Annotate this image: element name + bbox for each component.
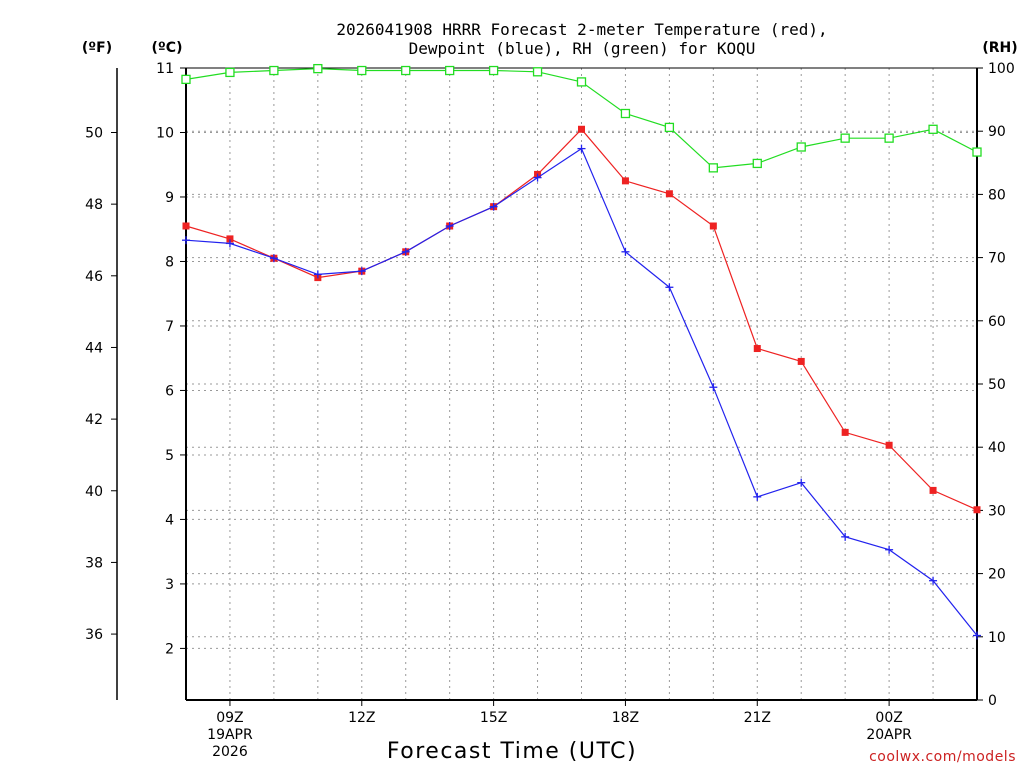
dewpoint-point (709, 383, 718, 392)
temperature-point (578, 125, 585, 133)
temperature-point (929, 486, 937, 494)
rh-point (445, 65, 455, 76)
chart-title-line-1: 2026041908 HRRR Forecast 2-meter Tempera… (336, 20, 827, 39)
fahrenheit-unit-label: (ºF) (82, 40, 112, 56)
x-tick-label: 12Z (348, 710, 375, 726)
fahrenheit-tick-label: 40 (85, 484, 103, 500)
rh-point (181, 74, 191, 85)
dewpoint-point (401, 247, 410, 256)
temperature-point (753, 345, 761, 353)
rh-tick-label: 0 (988, 693, 997, 709)
x-tick-label: 00Z (875, 710, 902, 726)
dewpoint-point (357, 267, 366, 276)
rh-point (313, 63, 323, 74)
fahrenheit-tick-label: 42 (85, 412, 103, 428)
x-tick-label: 21Z (744, 710, 771, 726)
dewpoint-point (577, 144, 586, 153)
dewpoint-point (665, 283, 674, 292)
celsius-tick-label: 2 (165, 641, 174, 657)
data-series (181, 63, 982, 640)
rh-tick-label: 80 (988, 187, 1006, 203)
rh-tick-label: 100 (988, 61, 1015, 77)
temperature-point (182, 222, 190, 230)
rh-point (488, 65, 499, 76)
rh-point (401, 65, 411, 76)
rh-point (840, 133, 850, 143)
celsius-tick-label: 8 (165, 254, 174, 270)
dewpoint-point (753, 492, 762, 501)
dewpoint-point (225, 239, 234, 248)
grid-lines (186, 67, 977, 700)
celsius-tick-label: 3 (165, 577, 174, 593)
temperature-point (665, 190, 673, 198)
dewpoint-point (841, 532, 850, 541)
rh-tick-label: 90 (988, 124, 1006, 140)
credit-text: coolwx.com/models (869, 749, 1016, 765)
celsius-tick-label: 6 (165, 383, 174, 399)
rh-tick-label: 70 (988, 251, 1006, 267)
x-axis-label: Forecast Time (UTC) (387, 739, 637, 764)
celsius-tick-label: 4 (165, 512, 174, 528)
celsius-unit-label: (ºC) (152, 40, 183, 56)
dewpoint-point (533, 173, 542, 182)
rh-point (225, 67, 235, 78)
dewpoint-point (973, 631, 981, 640)
x-tick-label: 09Z (216, 710, 243, 726)
temperature-point (973, 506, 981, 514)
fahrenheit-tick-label: 36 (85, 627, 103, 643)
temperature-point (797, 357, 805, 365)
rh-point (664, 122, 675, 133)
dewpoint-point (489, 202, 498, 211)
celsius-tick-label: 7 (165, 319, 174, 335)
rh-tick-label: 40 (988, 440, 1006, 456)
dewpoint-point (313, 270, 322, 279)
rh-point (532, 67, 543, 77)
celsius-tick-label: 5 (165, 448, 174, 464)
x-tick-label: 15Z (480, 710, 507, 726)
celsius-tick-label: 11 (156, 61, 174, 77)
fahrenheit-tick-label: 38 (85, 555, 103, 571)
rh-point (708, 163, 718, 173)
rh-tick-label: 20 (988, 567, 1006, 583)
fahrenheit-tick-label: 44 (85, 340, 103, 356)
fahrenheit-tick-label: 50 (85, 125, 103, 141)
dewpoint-point (885, 545, 894, 554)
rh-tick-label: 60 (988, 314, 1006, 330)
rh-point (576, 77, 587, 87)
rh-point (752, 158, 762, 169)
rh-tick-label: 30 (988, 503, 1006, 519)
dewpoint-point (445, 222, 454, 230)
tick-labels: 2 3 4 5 6 7 8 9 10 11 36 38 40 42 44 46 48 50 0 10 20 30 40 50 6… (85, 61, 1015, 760)
x-tick-label: 20APR (866, 727, 912, 743)
dewpoint-point (797, 478, 806, 487)
temperature-point (841, 428, 849, 436)
celsius-tick-label: 10 (156, 125, 174, 141)
rh-tick-label: 10 (988, 630, 1006, 646)
rh-tick-label: 50 (988, 377, 1006, 393)
rh-point (796, 142, 806, 152)
x-tick-label: 18Z (612, 710, 639, 726)
dewpoint-point (182, 236, 190, 245)
rh-point (357, 65, 367, 76)
rh-point (884, 133, 894, 143)
fahrenheit-tick-label: 48 (85, 197, 103, 213)
fahrenheit-tick-label: 46 (85, 269, 103, 285)
rh-point (972, 147, 982, 157)
temperature-point (709, 222, 717, 230)
rh-point (269, 65, 279, 76)
x-tick-label: 2026 (212, 744, 248, 760)
temperature-point (885, 441, 893, 449)
temperature-point (621, 177, 629, 185)
chart-title-line-2: Dewpoint (blue), RH (green) for KOQU (409, 39, 756, 58)
celsius-tick-label: 9 (165, 190, 174, 206)
rh-point (620, 108, 631, 119)
rh-unit-label: (RH) (982, 40, 1017, 56)
temperature-point (226, 235, 234, 243)
x-tick-label: 19APR (207, 727, 253, 743)
rh-point (928, 124, 938, 134)
dewpoint-point (269, 254, 278, 263)
dewpoint-point (929, 576, 938, 585)
dewpoint-point (621, 247, 630, 256)
